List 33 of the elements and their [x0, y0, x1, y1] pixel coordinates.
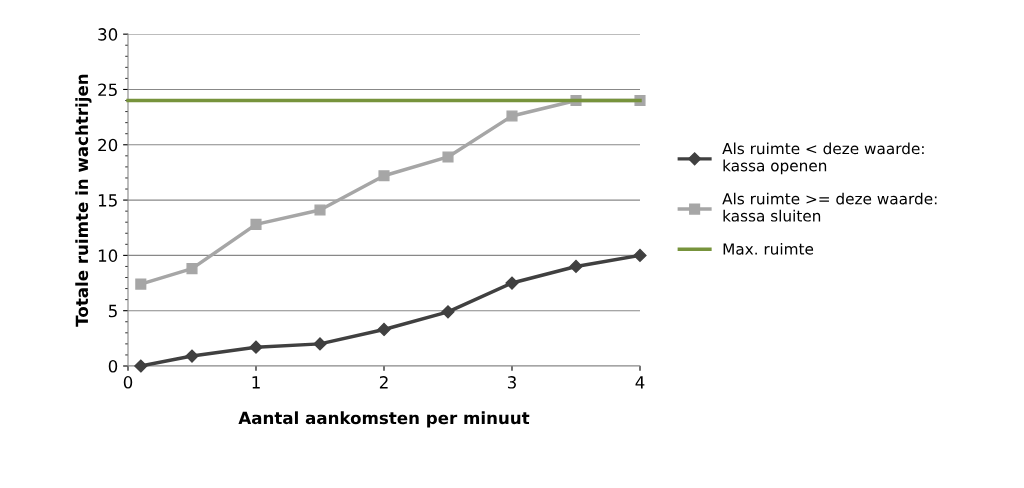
point [186, 263, 198, 275]
point [442, 151, 454, 163]
point [506, 110, 518, 122]
point [249, 340, 263, 354]
x-tick-label: 2 [379, 376, 388, 389]
x-tick-label: 4 [635, 376, 645, 389]
point [314, 204, 326, 216]
legend-label: Als ruimte >= deze waarde: kassa sluiten [722, 192, 937, 222]
point [378, 170, 390, 182]
y-tick-label: 5 [108, 304, 117, 318]
legend-label: Max. ruimte [723, 242, 814, 255]
point [134, 359, 148, 373]
point [135, 278, 147, 290]
x-tick-label: 3 [507, 376, 516, 389]
y-tick-label: 15 [98, 194, 117, 207]
legend-label: Als ruimte < deze waarde: kassa openen [722, 142, 924, 175]
y-axis-title: Totale ruimte in wachtrijen [75, 74, 92, 327]
point [377, 322, 391, 337]
point [185, 349, 199, 363]
y-tick-label: 0 [108, 359, 118, 373]
x-tick-label: 0 [123, 376, 133, 389]
y-tick-label: 25 [98, 83, 117, 97]
y-tick-label: 20 [98, 138, 118, 152]
point [250, 218, 262, 230]
point [441, 305, 455, 319]
y-tick-label: 10 [98, 249, 118, 262]
point [569, 259, 583, 274]
point [505, 276, 519, 290]
point [313, 337, 327, 351]
y-tick-label: 30 [98, 28, 118, 41]
x-axis-title: Aantal aankomsten per minuut [238, 411, 530, 428]
point [633, 248, 647, 262]
x-tick-label: 1 [252, 376, 260, 389]
